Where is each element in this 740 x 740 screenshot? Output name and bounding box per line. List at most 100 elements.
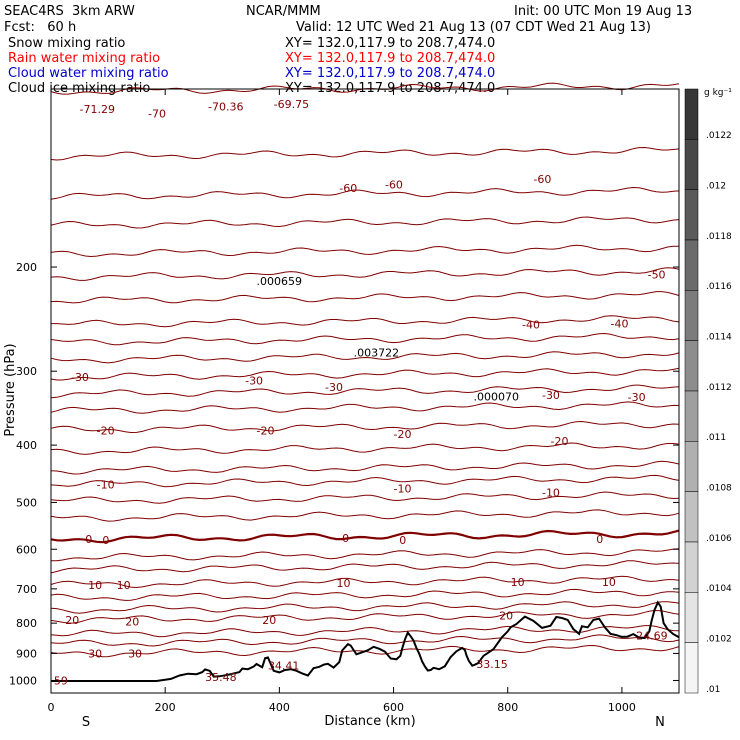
colorbar-label: .0118 [706, 232, 732, 242]
isotherm-line [50, 529, 680, 544]
field-name-rain: Rain water mixing ratio [8, 51, 161, 66]
extremum-value: 33.15 [476, 658, 508, 671]
colorbar-label: .0122 [706, 131, 732, 141]
temperature-label: -50 [648, 269, 666, 282]
colorbar-swatch [684, 340, 699, 392]
temperature-label: 0 [102, 534, 109, 547]
isotherm-line [50, 244, 679, 258]
colorbar-label: .0108 [706, 484, 732, 494]
fcst-label: Fcst: 60 h [4, 20, 77, 35]
y-tick-label: 500 [16, 496, 37, 509]
field-name-cloud-water: Cloud water mixing ratio [8, 66, 169, 81]
colorbar-label: .011 [706, 433, 726, 443]
isotherm-line [50, 560, 680, 574]
x-tick-label: 0 [48, 701, 55, 714]
axis-end-label-left: S [82, 715, 90, 730]
y-axis-label: Pressure (hPa) [3, 343, 18, 436]
colorbar-swatch [684, 390, 699, 442]
field-name-snow: Snow mixing ratio [8, 36, 126, 51]
colorbar-unit: g kg⁻¹ [704, 88, 732, 98]
isotherm-line [50, 588, 680, 601]
valid-label: Valid: 12 UTC Wed 21 Aug 13 (07 CDT Wed … [296, 20, 651, 35]
y-tick-label: 600 [16, 543, 37, 556]
colorbar-label: .012 [706, 182, 726, 192]
colorbar-label: .0106 [706, 534, 732, 544]
extremum-value: 24.69 [636, 629, 668, 642]
colorbar-swatch [684, 290, 699, 341]
center-label: NCAR/MMM [246, 4, 321, 19]
x-tick-label: 800 [497, 701, 518, 714]
isotherm-line [50, 332, 680, 346]
temperature-label: 20 [125, 616, 139, 629]
colorbar-swatch [684, 88, 699, 140]
temperature-label: -40 [610, 317, 628, 330]
temperature-label: 10 [117, 579, 131, 592]
isotherm-line [50, 442, 680, 455]
temperature-label: -70.36 [208, 100, 243, 113]
x-axis-label: Distance (km) [324, 714, 415, 729]
colorbar-label: .0102 [706, 635, 732, 645]
plot-frame [50, 88, 680, 694]
temperature-label: -20 [394, 428, 412, 441]
temperature-label: 0 [596, 533, 603, 546]
field-xy-cloud-water: XY= 132.0,117.9 to 208.7,474.0 [285, 66, 496, 81]
colorbar-swatch [684, 592, 699, 643]
x-tick-label: 1000 [608, 701, 636, 714]
colorbar-swatch [684, 441, 699, 492]
y-tick-label: 300 [16, 365, 37, 378]
temperature-label: 20 [65, 614, 79, 627]
temperature-label: -30 [245, 374, 263, 387]
colorbar-swatch [684, 239, 699, 291]
temperature-label: 10 [336, 577, 350, 590]
init-label: Init: 00 UTC Mon 19 Aug 13 [514, 4, 693, 19]
temperature-label: 10 [602, 576, 616, 589]
model-label: SEAC4RS 3km ARW [4, 4, 135, 19]
temperature-label: 0 [85, 533, 92, 546]
temperature-label: 20 [499, 609, 513, 622]
temperature-label: 0 [342, 532, 349, 545]
isotherm-line [50, 351, 680, 364]
temperature-label: -10 [97, 478, 115, 491]
isotherm-line [50, 367, 680, 381]
x-tick-label: 600 [383, 701, 404, 714]
temperature-label: 30 [128, 648, 142, 661]
temperature-label: -30 [628, 391, 646, 404]
temperature-label: -20 [97, 425, 115, 438]
colorbar-swatch [684, 491, 699, 543]
isotherm-line [50, 609, 680, 624]
isotherm-line [50, 267, 680, 281]
isotherm-line [50, 216, 680, 229]
y-tick-label: 1000 [9, 674, 37, 687]
y-tick-label: 800 [16, 617, 37, 630]
terrain-line [51, 600, 680, 682]
isotherm-line [50, 509, 680, 522]
extremum-value: 59 [54, 674, 68, 687]
temperature-label: 0 [399, 534, 406, 547]
y-tick-label: 400 [16, 439, 37, 452]
temperature-label: -20 [551, 435, 569, 448]
isotherm-line [51, 315, 680, 328]
temperature-label: -60 [533, 173, 551, 186]
isotherm-line [50, 146, 680, 161]
colorbar-label: .0112 [706, 383, 732, 393]
temperature-label: -60 [385, 178, 403, 191]
colorbar-swatch [684, 541, 699, 593]
colorbar-label: .0116 [706, 282, 732, 292]
temperature-label: -70 [148, 107, 166, 120]
temperature-label: -71.29 [80, 103, 115, 116]
field-xy-snow: XY= 132.0,117.9 to 208.7,474.0 [285, 36, 496, 51]
colorbar-label: .0104 [706, 584, 732, 594]
isotherm-line [50, 601, 680, 614]
extremum-value: 34.41 [268, 660, 300, 673]
colorbar-swatch [684, 642, 699, 694]
colorbar-swatch [684, 189, 699, 241]
temperature-label: -10 [542, 486, 560, 499]
temperature-label: 30 [88, 648, 102, 661]
extremum-value: .000070 [473, 390, 519, 403]
temperature-label: -40 [522, 318, 540, 331]
isotherm-line [50, 420, 680, 434]
temperature-label: -30 [71, 371, 89, 384]
y-tick-label: 900 [16, 647, 37, 660]
isotherm-line [50, 384, 680, 399]
isotherm-line [50, 291, 680, 304]
